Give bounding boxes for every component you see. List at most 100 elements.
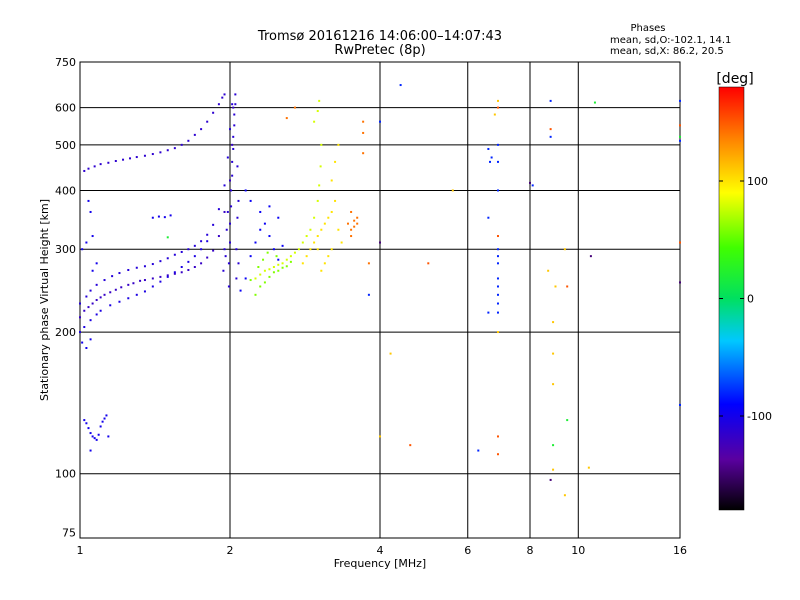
data-point <box>316 110 319 113</box>
colorbar-label: [deg] <box>716 71 753 87</box>
x-tick-label: 6 <box>464 544 471 557</box>
data-point <box>166 275 169 278</box>
y-tick-label: 200 <box>55 326 76 339</box>
data-point <box>316 248 319 251</box>
data-point <box>99 296 102 299</box>
data-point <box>89 210 92 213</box>
data-point <box>281 244 284 247</box>
data-point <box>318 184 321 187</box>
data-point <box>496 262 499 265</box>
data-point <box>356 222 359 225</box>
data-point <box>350 210 353 213</box>
data-point <box>91 302 94 305</box>
data-point <box>262 258 265 261</box>
data-point <box>122 158 125 161</box>
data-point <box>399 84 402 87</box>
data-point <box>85 346 88 349</box>
data-point <box>166 149 169 152</box>
data-point <box>679 135 681 138</box>
data-point <box>120 286 123 289</box>
data-point <box>293 251 296 254</box>
data-point <box>217 103 220 106</box>
data-point <box>223 184 226 187</box>
data-point <box>226 210 229 213</box>
data-point <box>353 225 356 228</box>
data-point <box>232 106 235 109</box>
data-point <box>109 291 112 294</box>
data-point <box>163 216 166 219</box>
data-point <box>320 228 323 231</box>
data-point <box>263 269 266 272</box>
data-point <box>95 283 98 286</box>
x-tick-label: 8 <box>527 544 534 557</box>
data-point <box>566 285 569 288</box>
data-point <box>379 435 381 438</box>
data-point <box>266 251 269 254</box>
colorbar-tick-label: -100 <box>747 410 772 423</box>
data-point <box>529 181 531 184</box>
data-point <box>135 156 138 159</box>
data-point <box>223 93 226 96</box>
data-point <box>249 199 252 202</box>
data-point <box>83 326 86 329</box>
data-point <box>254 293 257 296</box>
data-point <box>99 425 102 428</box>
data-point <box>135 266 138 269</box>
data-point <box>217 208 220 211</box>
data-point <box>103 279 106 282</box>
data-point <box>93 437 96 440</box>
x-tick-label: 4 <box>377 544 384 557</box>
data-point <box>87 427 90 430</box>
data-point <box>593 101 596 104</box>
data-point <box>83 309 86 312</box>
data-point <box>143 290 146 293</box>
data-point <box>159 151 162 154</box>
data-point <box>193 244 196 247</box>
data-point <box>281 266 284 269</box>
data-point <box>277 258 280 261</box>
data-point <box>337 228 340 231</box>
data-point <box>244 277 247 280</box>
data-point <box>531 184 534 187</box>
data-point <box>97 433 100 436</box>
y-tick-label: 300 <box>55 243 76 256</box>
data-point <box>549 128 552 131</box>
data-point <box>83 419 86 422</box>
data-point <box>223 210 226 213</box>
data-point <box>193 255 196 258</box>
data-point <box>496 143 499 146</box>
data-point <box>89 338 92 341</box>
x-tick-label: 16 <box>673 544 687 557</box>
data-point <box>496 235 499 238</box>
data-point <box>679 281 681 284</box>
colorbar-tick-label: 100 <box>747 175 768 188</box>
data-point <box>173 271 176 274</box>
data-point <box>281 262 284 265</box>
data-point <box>554 285 557 288</box>
data-point <box>552 468 555 471</box>
data-point <box>379 241 381 244</box>
data-point <box>91 235 94 238</box>
data-point <box>350 235 353 238</box>
data-point <box>173 272 176 275</box>
chart-subtitle: RwPretec (8p) <box>334 43 425 58</box>
data-point <box>173 253 176 256</box>
data-point <box>589 255 592 258</box>
data-point <box>206 256 209 259</box>
data-point <box>180 271 183 274</box>
data-point <box>327 216 330 219</box>
data-point <box>81 341 84 344</box>
data-point <box>679 403 681 406</box>
data-point <box>563 494 566 497</box>
data-point <box>244 189 247 192</box>
data-point <box>277 216 280 219</box>
data-point <box>493 113 496 116</box>
data-point <box>95 438 98 441</box>
data-point <box>200 128 203 131</box>
data-point <box>180 143 183 146</box>
data-point <box>320 143 323 146</box>
data-point <box>277 269 280 272</box>
x-axis-label: Frequency [MHz] <box>334 557 426 570</box>
data-point <box>193 133 196 136</box>
